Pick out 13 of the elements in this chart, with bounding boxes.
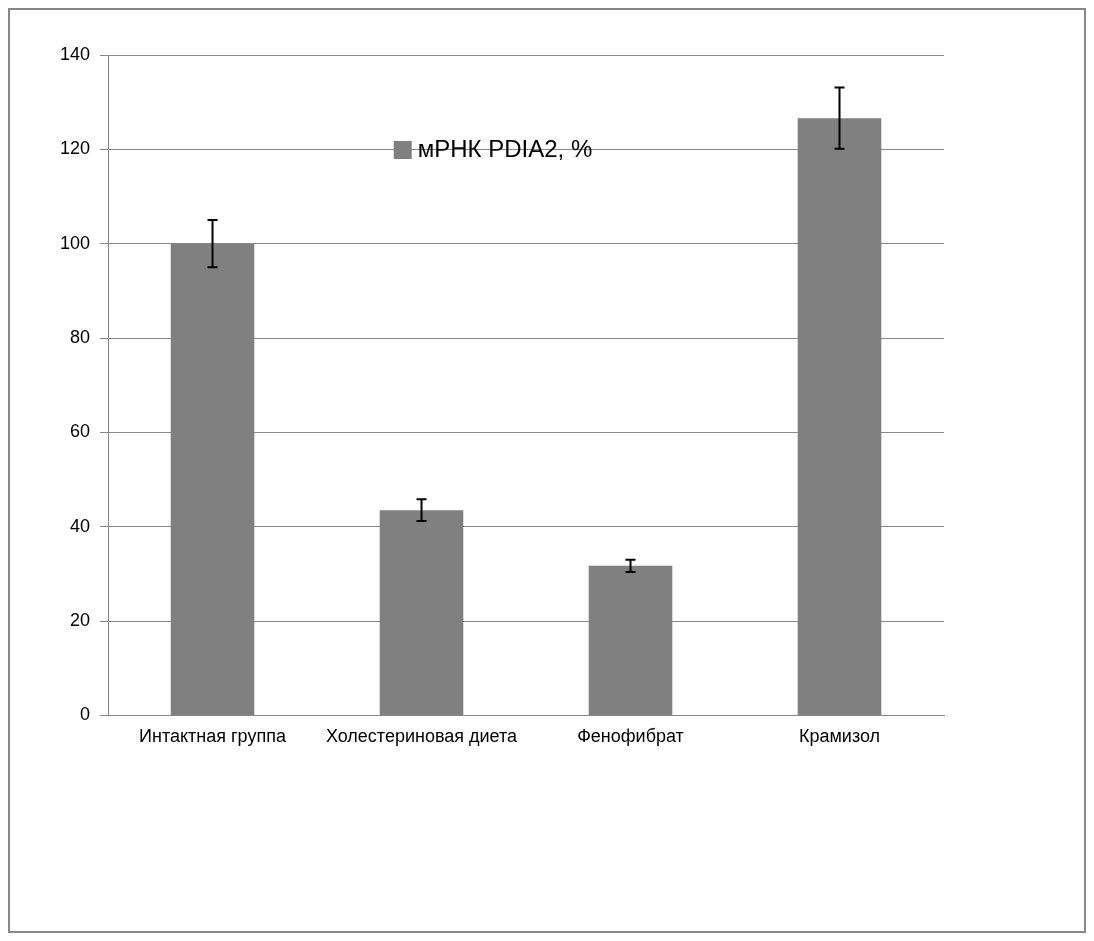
x-tick-label: Холестериновая диета <box>325 726 519 747</box>
y-tick-label: 60 <box>70 421 91 442</box>
y-tick-label: 100 <box>59 232 91 253</box>
y-tick-label: 20 <box>70 610 91 631</box>
y-tick-label: 120 <box>59 138 91 159</box>
x-tick-label: Крамизол <box>798 726 881 747</box>
y-tick-label: 0 <box>80 704 91 725</box>
x-tick-label: Интактная группа <box>139 726 287 747</box>
y-tick-label: 40 <box>70 515 91 536</box>
y-tick-label: 140 <box>59 43 91 64</box>
y-tick-label: 80 <box>70 327 91 347</box>
x-tick-label: Фенофибрат <box>577 726 684 747</box>
legend-label: мРНК PDIA2, % <box>417 134 593 162</box>
